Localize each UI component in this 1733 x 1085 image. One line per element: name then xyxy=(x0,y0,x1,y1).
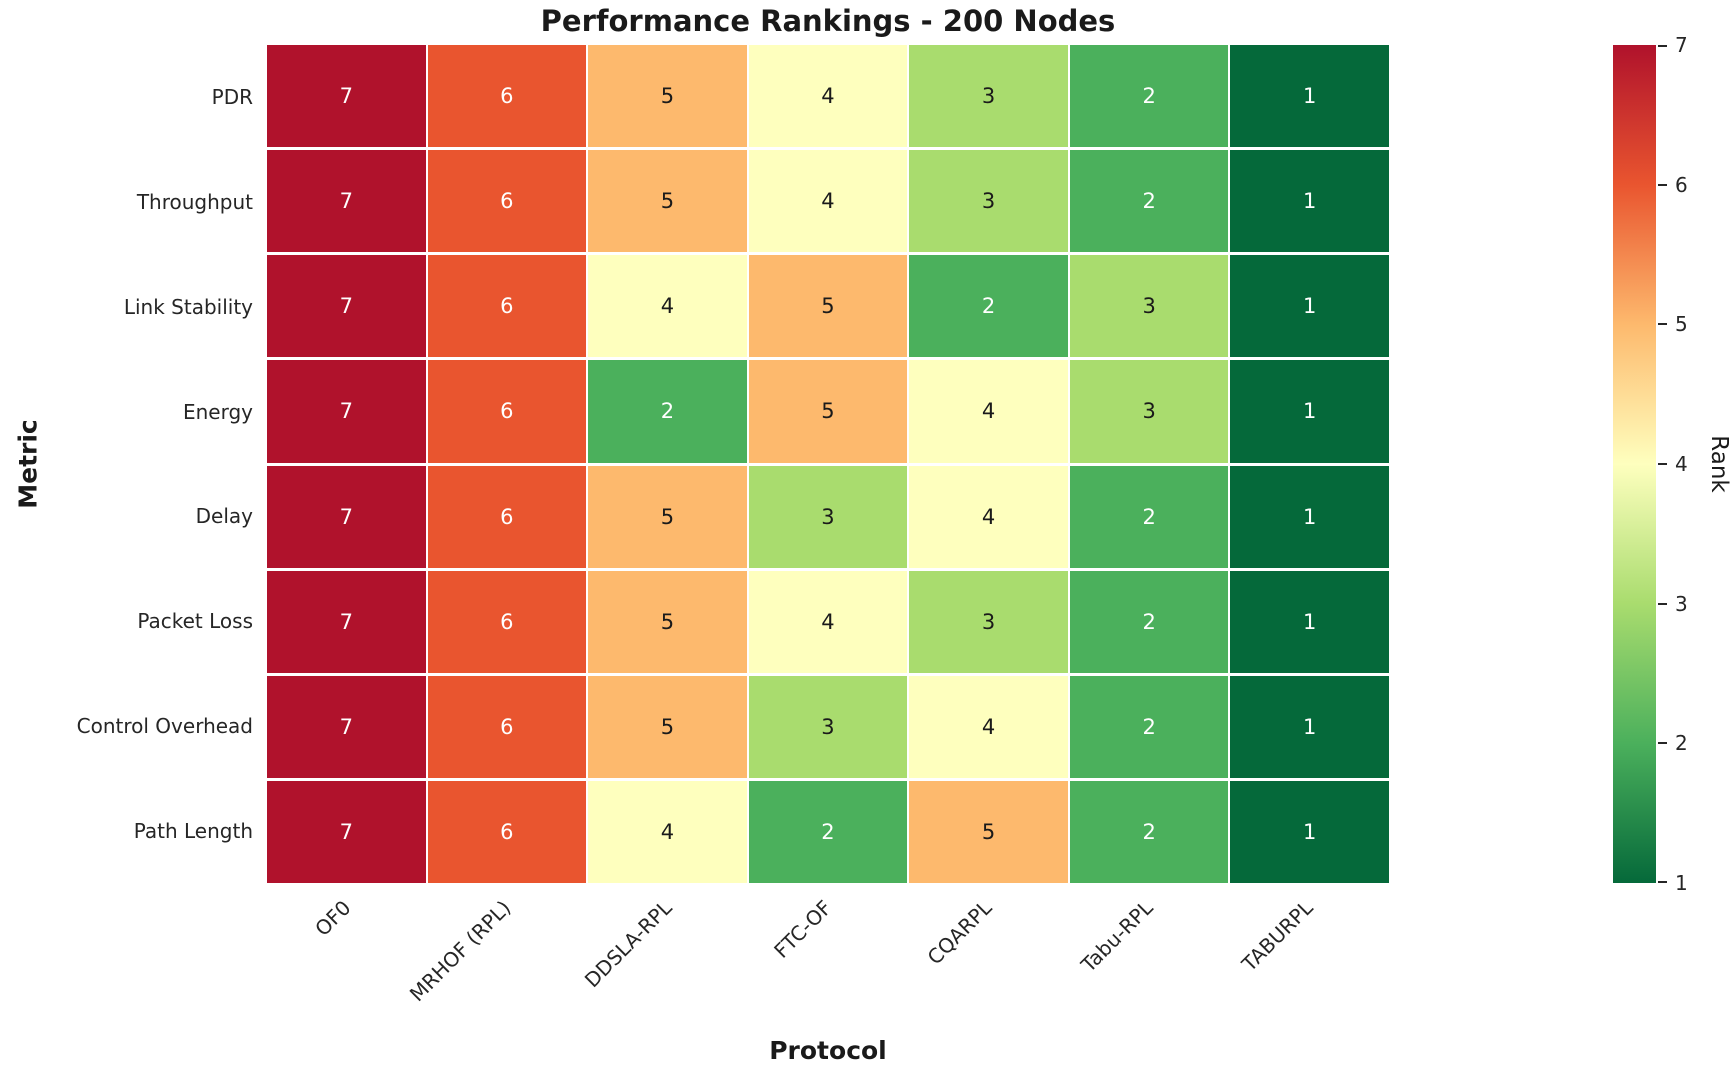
colorbar-tick-label: 1 xyxy=(1675,871,1688,895)
heatmap-cell: 2 xyxy=(909,255,1068,358)
heatmap-cell: 3 xyxy=(748,675,908,778)
heatmap-cell: 7 xyxy=(267,255,426,358)
colorbar: 7 6 5 4 3 2 1 Rank xyxy=(1613,33,1733,895)
heatmap-cell: 6 xyxy=(427,570,587,673)
colorbar-tick-mark xyxy=(1658,742,1667,745)
heatmap-cell: 2 xyxy=(1069,780,1229,883)
colorbar-tick-label: 4 xyxy=(1675,452,1688,476)
heatmap-cell: 3 xyxy=(909,45,1068,148)
y-tick-label: PDR xyxy=(211,85,253,110)
heatmap-cell: 7 xyxy=(267,780,426,883)
heatmap-cell: 7 xyxy=(267,675,426,778)
colorbar-tick-label: 7 xyxy=(1675,33,1688,57)
heatmap-cell: 4 xyxy=(588,780,747,883)
heatmap-cell: 1 xyxy=(1230,465,1389,568)
heatmap-cell: 1 xyxy=(1230,675,1389,778)
y-tick-label: Packet Loss xyxy=(137,609,253,634)
colorbar-tick-label: 6 xyxy=(1675,172,1688,197)
heatmap-cell: 5 xyxy=(909,780,1068,883)
heatmap-cell: 5 xyxy=(588,675,747,778)
heatmap-cell: 7 xyxy=(267,45,426,148)
x-axis-label: Protocol xyxy=(769,1036,887,1065)
heatmap-cell: 6 xyxy=(427,675,587,778)
colorbar-label: Rank xyxy=(1706,435,1732,493)
colorbar-tick-mark xyxy=(1658,183,1667,186)
heatmap-cell: 1 xyxy=(1230,780,1389,883)
heatmap-cell: 3 xyxy=(909,570,1068,673)
heatmap-cell: 3 xyxy=(748,465,908,568)
chart-title: Performance Rankings - 200 Nodes xyxy=(540,4,1116,38)
y-tick-label: Control Overhead xyxy=(76,713,253,738)
y-tick-label: Delay xyxy=(195,504,253,529)
colorbar-tick-mark xyxy=(1658,463,1667,465)
heatmap-cell: 4 xyxy=(909,465,1068,568)
heatmap-cell: 7 xyxy=(267,465,426,568)
heatmap-cell: 6 xyxy=(427,255,587,358)
heatmap-cell: 1 xyxy=(1230,255,1389,358)
colorbar-gradient xyxy=(1613,45,1656,883)
heatmap-cell: 6 xyxy=(427,45,587,148)
heatmap-cell: 1 xyxy=(1230,45,1389,148)
heatmap-cell: 6 xyxy=(427,780,587,883)
heatmap-cell: 4 xyxy=(588,255,747,358)
heatmap-cell: 4 xyxy=(748,570,908,673)
y-tick-label: Throughput xyxy=(136,190,253,215)
y-tick-label: Link Stability xyxy=(123,294,253,319)
heatmap-cell: 7 xyxy=(267,570,426,673)
heatmap-cell: 2 xyxy=(1069,570,1229,673)
heatmap-cell: 4 xyxy=(748,45,908,148)
colorbar-tick-mark xyxy=(1658,45,1667,47)
heatmap-cell: 3 xyxy=(1069,360,1229,463)
heatmap-cell: 2 xyxy=(1069,150,1229,253)
colorbar-tick-label: 2 xyxy=(1675,731,1688,756)
heatmap-cell: 7 xyxy=(267,150,426,253)
y-tick-label: Energy xyxy=(182,399,253,424)
colorbar-tick-mark xyxy=(1658,881,1667,883)
heatmap-cell: 5 xyxy=(588,465,747,568)
heatmap-cell: 6 xyxy=(427,465,587,568)
heatmap-cell: 2 xyxy=(1069,45,1229,148)
heatmap-cell: 3 xyxy=(909,150,1068,253)
y-tick-labels: PDR Throughput Link Stability Energy Delay Pa… xyxy=(0,45,253,883)
heatmap-cell: 6 xyxy=(427,150,587,253)
heatmap-cell: 3 xyxy=(1069,255,1229,358)
heatmap-cell: 7 xyxy=(267,360,426,463)
heatmap-cell: 1 xyxy=(1230,360,1389,463)
y-tick-label: Path Length xyxy=(133,818,253,843)
heatmap-cell: 4 xyxy=(909,360,1068,463)
heatmap-cell: 5 xyxy=(588,45,747,148)
heatmap-cell: 1 xyxy=(1230,570,1389,673)
heatmap-cell: 6 xyxy=(427,360,587,463)
heatmap-cell: 5 xyxy=(748,360,908,463)
heatmap-cell: 2 xyxy=(748,780,908,883)
heatmap-cell: 4 xyxy=(909,675,1068,778)
heatmap-cell: 1 xyxy=(1230,150,1389,253)
colorbar-tick-mark xyxy=(1658,323,1667,326)
heatmap-cell: 2 xyxy=(1069,465,1229,568)
heatmap-cell: 5 xyxy=(588,150,747,253)
heatmap-cell: 2 xyxy=(588,360,747,463)
colorbar-tick-label: 3 xyxy=(1675,591,1688,616)
heatmap-cell: 4 xyxy=(748,150,908,253)
colorbar-tick-mark xyxy=(1658,602,1667,605)
heatmap-cell: 5 xyxy=(748,255,908,358)
heatmap-cell: 2 xyxy=(1069,675,1229,778)
colorbar-tick-label: 5 xyxy=(1675,312,1688,337)
heatmap-cell: 5 xyxy=(588,570,747,673)
